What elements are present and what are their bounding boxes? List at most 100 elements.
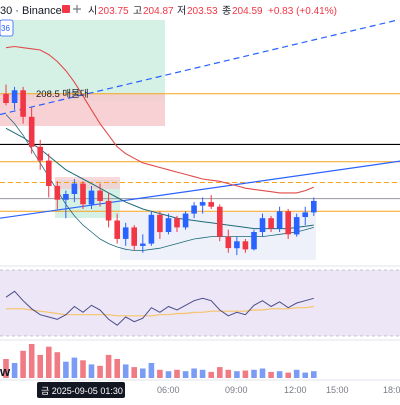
trend-lines [0,18,400,219]
candle-body-36 [311,200,317,213]
candle-body-29 [251,232,257,250]
candle-body-12 [105,200,112,221]
close-value: 204.59 [232,6,263,17]
candle-body-27 [234,241,240,249]
open-label: 시 [88,5,97,17]
header-bg [0,0,400,20]
volume-bar-36 [311,371,317,378]
candles [3,84,317,256]
volume-bar-11 [97,365,103,378]
volume-bar-18 [157,369,163,378]
rsi-line [5,290,314,326]
volume-bar-24 [208,371,214,378]
volume-bar-5 [46,346,52,378]
volume-bar-0 [3,359,9,378]
candle-body-2 [20,90,26,117]
candle-body-16 [140,243,146,246]
candle-body-14 [122,227,129,239]
candle-body-24 [208,202,214,207]
high-label: 고 [133,6,142,17]
volume-bar-13 [114,359,120,378]
candle-body-28 [242,241,249,250]
candle-body-30 [259,218,266,232]
candle-body-9 [80,183,86,205]
low-label: 저 [177,5,186,17]
candle-body-7 [63,194,69,200]
volume-bar-15 [131,367,137,378]
candle-body-15 [131,227,137,246]
candle-body-18 [157,214,163,233]
volume-bar-27 [234,371,240,378]
candle-body-25 [217,206,223,237]
candle-body-20 [174,218,180,228]
volume-bar-7 [63,361,69,378]
bb-upper-line [5,45,315,194]
change-value: +0.83 (+0.41%) [268,6,337,17]
side-badge: 36 [1,24,10,33]
low-value: 203.53 [187,6,218,17]
volume-bar-34 [293,369,300,378]
time-label-1200: 12:00 [284,385,307,395]
volume-bar-30 [259,368,266,378]
volume-bar-21 [182,371,189,378]
close-label: 종 [222,5,231,17]
open-value: 203.75 [98,6,129,17]
volume-bar-3 [28,344,35,378]
candle-body-34 [293,217,300,235]
candle-body-22 [191,205,197,214]
trend-line-1 [0,18,400,116]
volume-bar-26 [225,369,232,378]
alert-icon[interactable] [62,5,70,13]
volume-bar-16 [140,368,146,378]
volume-bar-17 [148,363,155,378]
volume-bar-12 [105,354,112,378]
side-badge-box[interactable] [0,19,14,37]
rsi-lines [5,290,314,326]
candle-body-4 [37,146,43,161]
volume-bar-32 [276,371,283,378]
rsi-signal-line [6,305,314,317]
green-zone [0,13,165,101]
high-value: 204.87 [143,6,174,17]
volume-bar-10 [88,364,95,378]
crosshair-date-box [37,382,125,398]
volume-bar-14 [122,364,129,378]
volume-bar-19 [165,371,172,378]
volume-bar-1 [11,363,18,378]
candle-body-11 [97,190,103,201]
candle-body-6 [54,185,61,200]
pink-box [55,177,120,189]
candle-body-3 [28,116,35,147]
volume-bar-29 [251,369,257,378]
candle-body-33 [285,211,291,235]
volume-bar-9 [80,360,86,378]
volume-bar-31 [268,371,274,378]
rsi-band [0,270,400,336]
candle-body-17 [148,214,155,244]
candle-body-26 [225,236,232,249]
logo-text: w [0,364,11,379]
volume-bar-22 [191,368,197,378]
volume-bar-4 [37,354,43,378]
candle-body-31 [268,218,274,229]
candle-body-21 [182,213,189,228]
candle-body-8 [71,183,78,194]
candle-body-13 [114,220,120,239]
red-zone [0,94,165,126]
crosshair-date-label: 금 2025-09-05 01:30 [41,386,123,396]
volume-bar-28 [242,370,249,378]
symbol-label[interactable]: 30 · Binance [0,5,62,17]
zone-label: 208.5 매물대 [36,89,89,100]
volume-bar-8 [71,357,78,378]
volume-bar-2 [20,350,26,378]
time-label-1500: 15:00 [326,385,349,395]
candle-body-23 [199,202,206,206]
time-label-0600: 06:00 [157,385,180,395]
volume-bar-20 [174,369,180,378]
volume-bar-25 [217,367,223,378]
volume-bar-35 [302,372,308,378]
fullscreen-icon[interactable] [73,5,81,13]
candle-body-10 [88,190,95,205]
candle-body-35 [302,212,308,217]
